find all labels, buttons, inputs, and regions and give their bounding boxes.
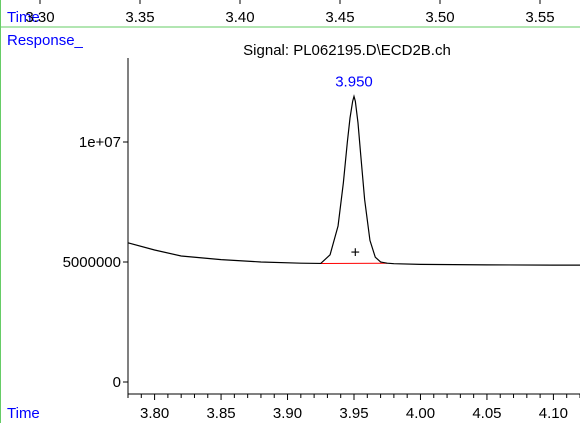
- peak-apex-marker: +: [351, 244, 360, 261]
- bottom-time-axis-label: Time: [7, 405, 40, 422]
- y-tick-label: 0: [113, 374, 121, 391]
- top-tick-label: 3.45: [325, 9, 354, 26]
- signal-trace: [128, 96, 580, 265]
- peak-retention-label: 3.950: [335, 73, 373, 90]
- top-tick-label: 3.35: [125, 9, 154, 26]
- y-axis-label: Response_: [7, 32, 84, 49]
- y-axis-ticks: 0 5000000 1e+07: [63, 134, 128, 391]
- chart-title: Signal: PL062195.D\ECD2B.ch: [243, 42, 451, 59]
- x-tick-label: 3.95: [339, 405, 368, 422]
- y-tick-label: 1e+07: [79, 134, 121, 151]
- x-tick-label: 3.90: [273, 405, 302, 422]
- x-tick-label: 4.05: [472, 405, 501, 422]
- top-time-ticks: 3.30 3.35 3.40 3.45 3.50 3.55: [25, 0, 554, 26]
- x-tick-label: 3.85: [206, 405, 235, 422]
- top-tick-label: 3.40: [225, 9, 254, 26]
- x-tick-label: 4.10: [539, 405, 568, 422]
- y-tick-label: 5000000: [63, 254, 121, 271]
- top-tick-label: 3.55: [525, 9, 554, 26]
- top-tick-label: 3.50: [425, 9, 454, 26]
- x-tick-label: 3.80: [140, 405, 169, 422]
- x-axis-ticks: 3.80 3.85 3.90 3.95 4.00 4.05 4.10: [128, 394, 580, 422]
- x-tick-label: 4.00: [406, 405, 435, 422]
- top-tick-label: 3.30: [25, 9, 54, 26]
